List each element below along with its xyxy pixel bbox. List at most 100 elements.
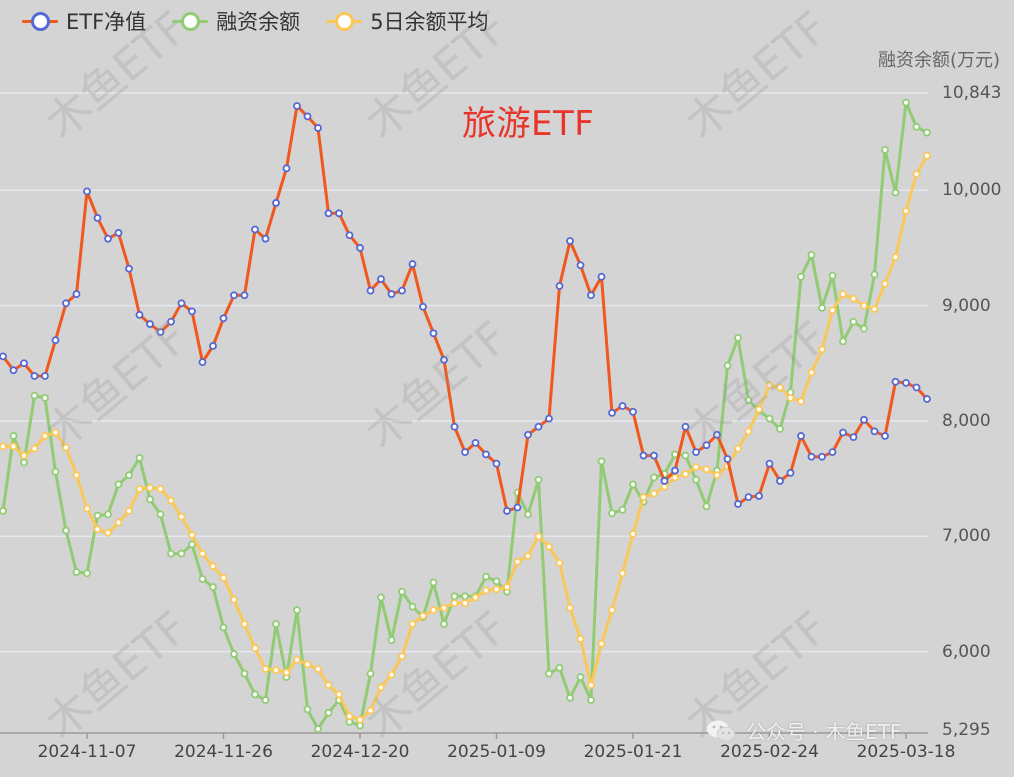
data-point[interactable] <box>230 291 238 300</box>
data-point[interactable] <box>534 422 543 431</box>
data-point[interactable] <box>555 558 564 567</box>
data-point[interactable] <box>587 696 595 705</box>
data-point[interactable] <box>209 342 217 350</box>
data-point[interactable] <box>230 595 238 604</box>
data-point[interactable] <box>923 395 931 403</box>
data-point[interactable] <box>618 569 627 578</box>
data-point[interactable] <box>849 317 858 326</box>
data-point[interactable] <box>251 644 259 653</box>
data-point[interactable] <box>366 286 375 295</box>
data-point[interactable] <box>639 451 648 460</box>
data-point[interactable] <box>587 291 595 300</box>
data-point[interactable] <box>681 451 690 460</box>
data-point[interactable] <box>251 690 259 699</box>
data-point[interactable] <box>146 483 154 492</box>
data-point[interactable] <box>20 458 28 467</box>
data-point[interactable] <box>870 305 879 313</box>
data-point[interactable] <box>83 187 91 196</box>
data-point[interactable] <box>461 448 469 457</box>
data-point[interactable] <box>503 507 511 515</box>
data-point[interactable] <box>408 260 417 268</box>
legend-item-margin-balance[interactable]: 融资余额 <box>172 6 300 36</box>
data-point[interactable] <box>839 337 847 346</box>
data-point[interactable] <box>692 448 700 457</box>
data-point[interactable] <box>429 329 438 338</box>
data-point[interactable] <box>167 317 175 326</box>
data-point[interactable] <box>513 557 522 566</box>
data-point[interactable] <box>492 585 501 594</box>
data-point[interactable] <box>440 355 448 364</box>
data-point[interactable] <box>818 304 826 312</box>
legend-item-etf-nav[interactable]: ETF净值 <box>22 6 146 36</box>
data-point[interactable] <box>20 359 28 368</box>
data-point[interactable] <box>450 422 459 431</box>
data-point[interactable] <box>524 430 532 439</box>
data-point[interactable] <box>72 471 81 480</box>
data-point[interactable] <box>62 299 70 308</box>
data-point[interactable] <box>912 383 921 392</box>
data-point[interactable] <box>608 408 616 417</box>
data-point[interactable] <box>629 480 637 489</box>
data-point[interactable] <box>293 102 301 110</box>
data-point[interactable] <box>734 334 742 342</box>
data-point[interactable] <box>398 587 406 596</box>
data-point[interactable] <box>650 489 658 498</box>
data-point[interactable] <box>912 170 921 178</box>
data-point[interactable] <box>345 231 354 240</box>
data-point[interactable] <box>828 306 837 315</box>
data-point[interactable] <box>261 234 270 243</box>
data-point[interactable] <box>51 428 60 437</box>
data-point[interactable] <box>839 428 847 437</box>
data-point[interactable] <box>104 234 112 243</box>
data-point[interactable] <box>776 425 784 433</box>
data-point[interactable] <box>450 599 459 608</box>
data-point[interactable] <box>114 480 123 489</box>
data-point[interactable] <box>387 636 396 645</box>
data-point[interactable] <box>9 366 18 375</box>
data-point[interactable] <box>597 457 606 466</box>
data-point[interactable] <box>125 507 133 515</box>
data-point[interactable] <box>345 712 354 721</box>
data-point[interactable] <box>860 324 868 333</box>
data-point[interactable] <box>156 485 165 493</box>
data-point[interactable] <box>261 696 270 705</box>
data-point[interactable] <box>314 725 322 733</box>
data-point[interactable] <box>807 368 816 377</box>
data-point[interactable] <box>135 310 144 319</box>
data-point[interactable] <box>818 452 826 461</box>
data-point[interactable] <box>9 432 18 440</box>
data-point[interactable] <box>650 473 658 482</box>
data-point[interactable] <box>240 669 249 678</box>
data-point[interactable] <box>566 237 574 245</box>
data-point[interactable] <box>492 577 501 586</box>
data-point[interactable] <box>723 361 732 370</box>
data-point[interactable] <box>167 549 175 558</box>
data-point[interactable] <box>303 660 312 669</box>
data-point[interactable] <box>209 562 217 571</box>
data-point[interactable] <box>377 593 385 602</box>
data-point[interactable] <box>356 244 364 252</box>
data-point[interactable] <box>366 706 375 715</box>
data-point[interactable] <box>51 467 60 476</box>
data-point[interactable] <box>786 468 795 477</box>
data-point[interactable] <box>660 477 669 485</box>
data-point[interactable] <box>860 301 868 310</box>
data-point[interactable] <box>734 444 742 453</box>
data-point[interactable] <box>545 414 553 423</box>
data-point[interactable] <box>734 500 742 508</box>
data-point[interactable] <box>902 98 910 107</box>
data-point[interactable] <box>545 669 553 678</box>
data-point[interactable] <box>534 532 543 541</box>
data-point[interactable] <box>849 294 858 303</box>
data-point[interactable] <box>177 512 186 521</box>
data-point[interactable] <box>618 505 627 514</box>
data-point[interactable] <box>555 282 564 290</box>
data-point[interactable] <box>524 510 532 519</box>
data-point[interactable] <box>219 623 228 632</box>
data-point[interactable] <box>671 466 679 475</box>
data-point[interactable] <box>324 708 333 717</box>
data-point[interactable] <box>576 673 585 681</box>
data-point[interactable] <box>597 639 606 648</box>
data-point[interactable] <box>429 578 438 587</box>
data-point[interactable] <box>629 407 637 416</box>
